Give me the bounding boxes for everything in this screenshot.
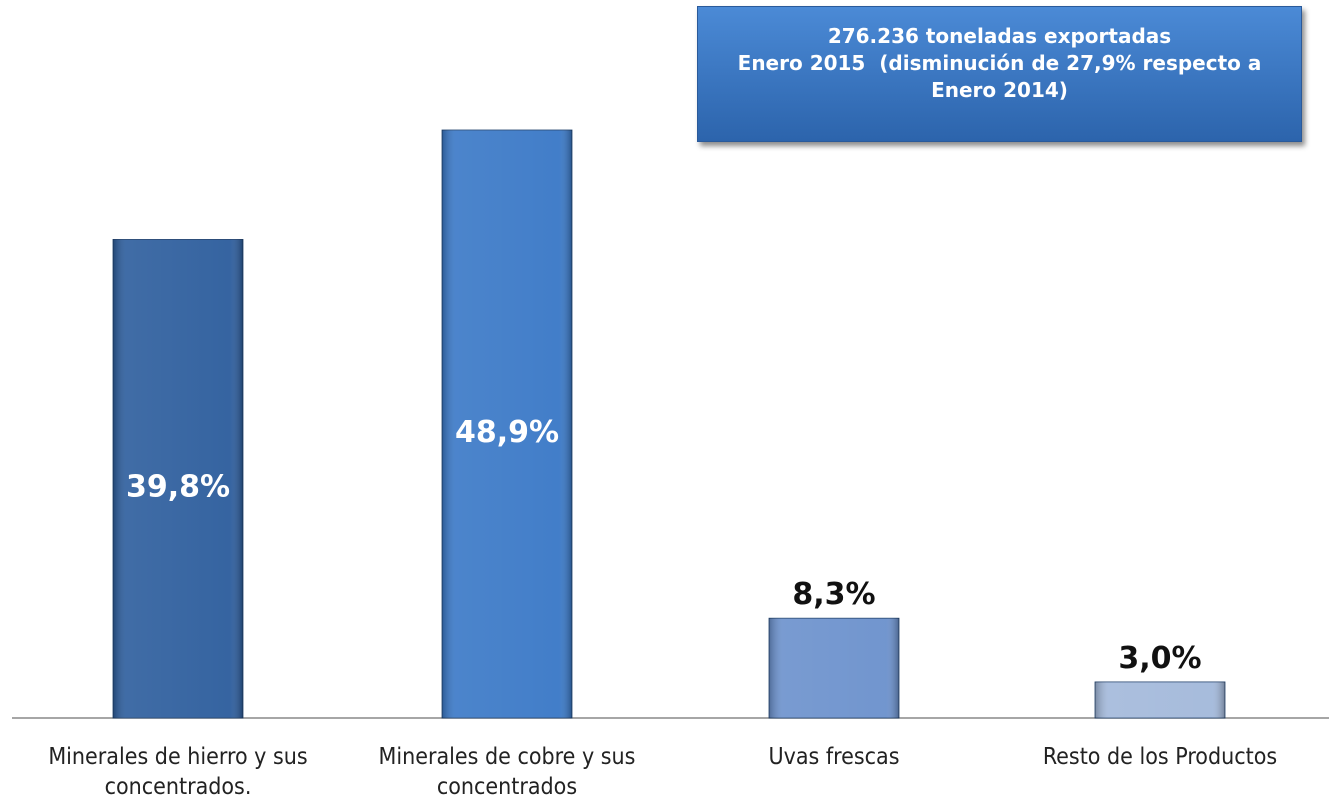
value-label: 48,9% (455, 415, 559, 450)
x-tick-label: Uvas frescas (768, 744, 900, 770)
x-tick-label: Resto de los Productos (1042, 744, 1278, 770)
bar-shade (442, 130, 572, 718)
bar-shade (113, 239, 243, 718)
annotation-line: Enero 2014) (931, 78, 1068, 102)
value-label: 3,0% (1118, 641, 1201, 676)
annotation-line: Enero 2015 (disminución de 27,9% respect… (737, 51, 1262, 75)
bar-shade (769, 618, 899, 718)
value-label: 8,3% (792, 577, 875, 612)
x-tick-label: Minerales de cobre y sus concentrados (378, 744, 636, 800)
value-label: 39,8% (126, 470, 230, 505)
x-tick-label: Minerales de hierro y sus concentrados. (48, 744, 308, 800)
bar-shade (1095, 681, 1225, 718)
annotation-line: 276.236 toneladas exportadas (827, 24, 1172, 48)
annotation-box: 276.236 toneladas exportadas Enero 2015 (… (697, 6, 1302, 142)
